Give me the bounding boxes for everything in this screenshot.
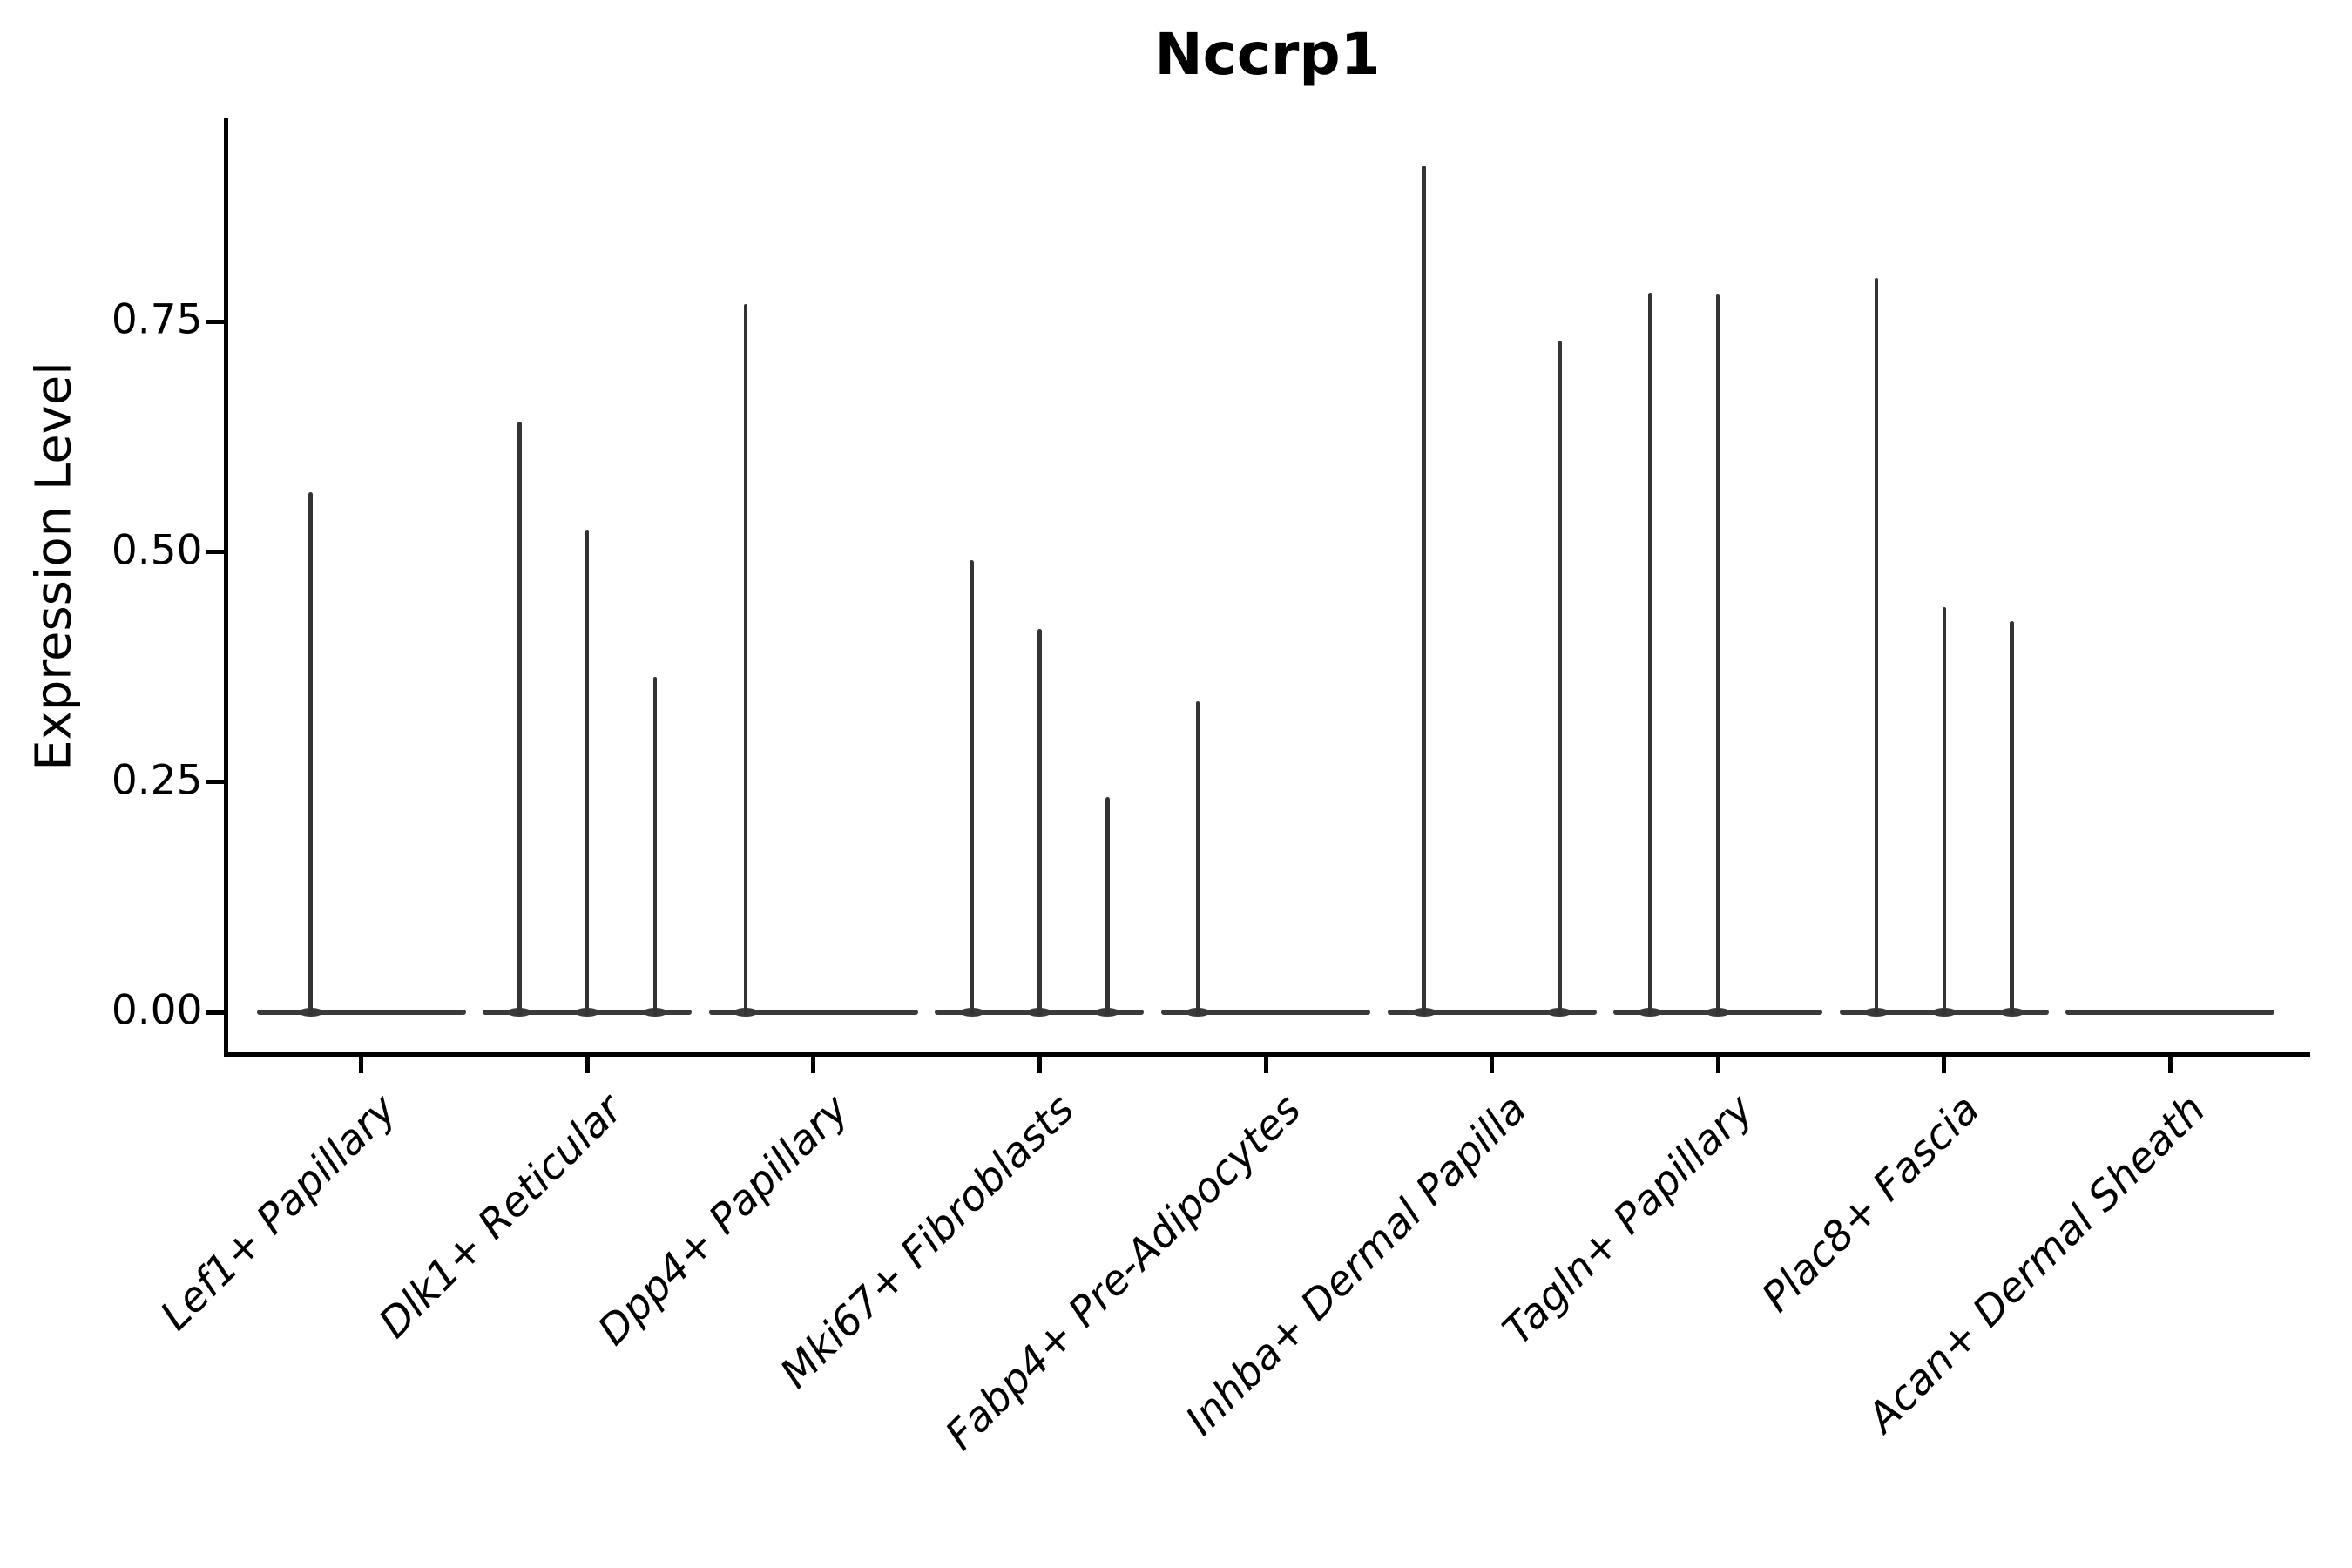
x-tick-mark <box>811 1054 816 1073</box>
y-tick-label: 0.75 <box>111 295 203 344</box>
x-tick-label: Dpp4+ Papillary <box>588 1085 858 1355</box>
violin-spike <box>1648 293 1652 1015</box>
violin-spike <box>2010 620 2014 1015</box>
violin-spike <box>585 530 590 1015</box>
y-tick-mark <box>206 319 224 324</box>
x-tick-mark <box>585 1054 590 1073</box>
x-tick-mark <box>1490 1054 1495 1073</box>
x-tick-mark <box>1037 1054 1042 1073</box>
violin-spike <box>1558 341 1562 1015</box>
x-tick-mark <box>1942 1054 1947 1073</box>
y-tick-mark <box>206 550 224 554</box>
violin-spike <box>1874 277 1879 1015</box>
violin-baseline <box>1387 1010 1597 1015</box>
violin-spike <box>1942 606 1947 1015</box>
violin-spike <box>970 560 974 1015</box>
chart-title: Nccrp1 <box>1154 21 1381 88</box>
x-tick-mark <box>1715 1054 1720 1073</box>
violin-baseline <box>2065 1010 2275 1015</box>
y-tick-label: 0.00 <box>111 986 203 1035</box>
violin-baseline <box>708 1010 918 1015</box>
x-tick-mark <box>1263 1054 1268 1073</box>
x-tick-label: Lef1+ Papillary <box>151 1085 406 1341</box>
violin-baseline <box>1161 1010 1370 1015</box>
y-tick-mark <box>206 780 224 785</box>
x-tick-mark <box>359 1054 364 1073</box>
violin-spike <box>1195 700 1200 1015</box>
violin-spike <box>652 677 658 1015</box>
y-axis-spine <box>223 118 228 1057</box>
x-tick-label: Plac8+ Fascia <box>1752 1085 1989 1322</box>
y-tick-label: 0.25 <box>111 756 203 805</box>
violin-spike <box>1715 294 1720 1015</box>
y-tick-label: 0.50 <box>111 525 203 574</box>
violin-spike <box>517 422 522 1015</box>
violin-spike <box>308 491 313 1015</box>
violin-spike <box>1037 629 1042 1015</box>
x-tick-mark <box>2167 1054 2173 1073</box>
x-tick-label: Dlk1+ Reticular <box>369 1085 632 1348</box>
violin-spike <box>1105 796 1110 1015</box>
y-tick-mark <box>206 1010 224 1015</box>
x-tick-label: Tagln+ Papillary <box>1493 1085 1763 1355</box>
violin-spike <box>1422 165 1426 1015</box>
violin-spike <box>743 304 748 1015</box>
violin-baseline <box>256 1010 466 1015</box>
